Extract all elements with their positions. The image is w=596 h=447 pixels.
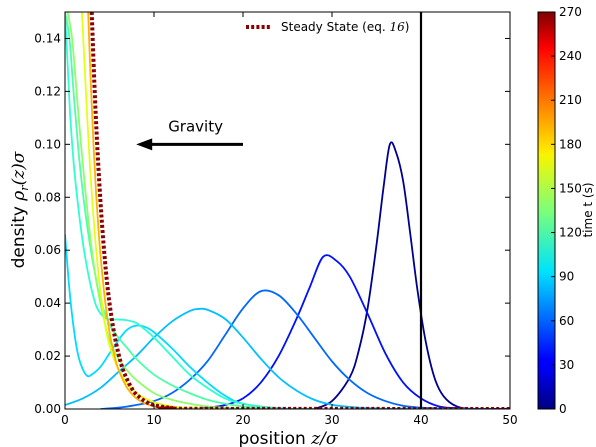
y-tick-label: 0.10 (34, 137, 61, 151)
colorbar-tick-label: 150 (559, 181, 582, 195)
x-tick-label: 10 (146, 413, 161, 427)
colorbar-tick-label: 240 (559, 49, 582, 63)
series-line-t40 (189, 254, 510, 409)
colorbar-tick-label: 90 (559, 270, 574, 284)
series-line-t110 (65, 12, 279, 409)
steady-state-line (89, 12, 510, 409)
colorbar-label: time t (s) (581, 182, 595, 237)
y-tick-label: 0.02 (34, 349, 61, 363)
y-tick-label: 0.14 (34, 31, 61, 45)
series-line-t95 (65, 234, 315, 409)
gravity-arrow-head (136, 138, 153, 151)
y-axis-label: density ρr(z)σ (9, 151, 31, 268)
colorbar-gradient (537, 11, 556, 410)
series-line-t10 (313, 141, 510, 409)
colorbar-tick-label: 120 (559, 226, 582, 240)
x-tick-label: 30 (324, 413, 339, 427)
colorbar-tick-label: 0 (559, 402, 567, 416)
x-axis-ticks: 0 10 20 30 40 50 (61, 12, 518, 427)
plot-background (65, 12, 510, 409)
series-layer (65, 12, 510, 409)
x-tick-label: 20 (235, 413, 250, 427)
colorbar-tick-label: 180 (559, 137, 582, 151)
colorbar-tick-label: 270 (559, 5, 582, 19)
plot-area: 0 10 20 30 40 50 0.00 0.02 0.04 0.06 0.08 0.10 0.12… (34, 11, 518, 427)
y-axis-ticks: 0.00 0.02 0.04 0.06 0.08 0.10 0.12 0.14 (34, 31, 510, 416)
plot-frame (64, 11, 511, 410)
colorbar: 0 30 60 90 120 150 180 210 240 270 time t (s) (537, 5, 595, 416)
legend-label: Steady State (eq. 16) (281, 20, 409, 34)
y-tick-label: 0.00 (34, 402, 61, 416)
y-tick-label: 0.12 (34, 84, 61, 98)
colorbar-tick-label: 210 (559, 93, 582, 107)
x-tick-label: 0 (61, 413, 69, 427)
x-tick-label: 50 (502, 413, 517, 427)
gravity-annotation: Gravity (136, 117, 243, 151)
x-tick-label: 40 (413, 413, 428, 427)
y-tick-label: 0.06 (34, 243, 61, 257)
y-tick-label: 0.08 (34, 190, 61, 204)
y-tick-label: 0.04 (34, 296, 61, 310)
series-line-t130 (65, 12, 279, 409)
series-line-t200 (87, 12, 190, 409)
gravity-label: Gravity (168, 117, 223, 135)
colorbar-tick-label: 30 (559, 358, 574, 372)
colorbar-tick-label: 60 (559, 314, 574, 328)
x-axis-label: position z/σ (238, 429, 337, 447)
legend: Steady State (eq. 16) (246, 20, 409, 34)
colorbar-ticks: 0 30 60 90 120 150 180 210 240 270 (551, 5, 582, 416)
